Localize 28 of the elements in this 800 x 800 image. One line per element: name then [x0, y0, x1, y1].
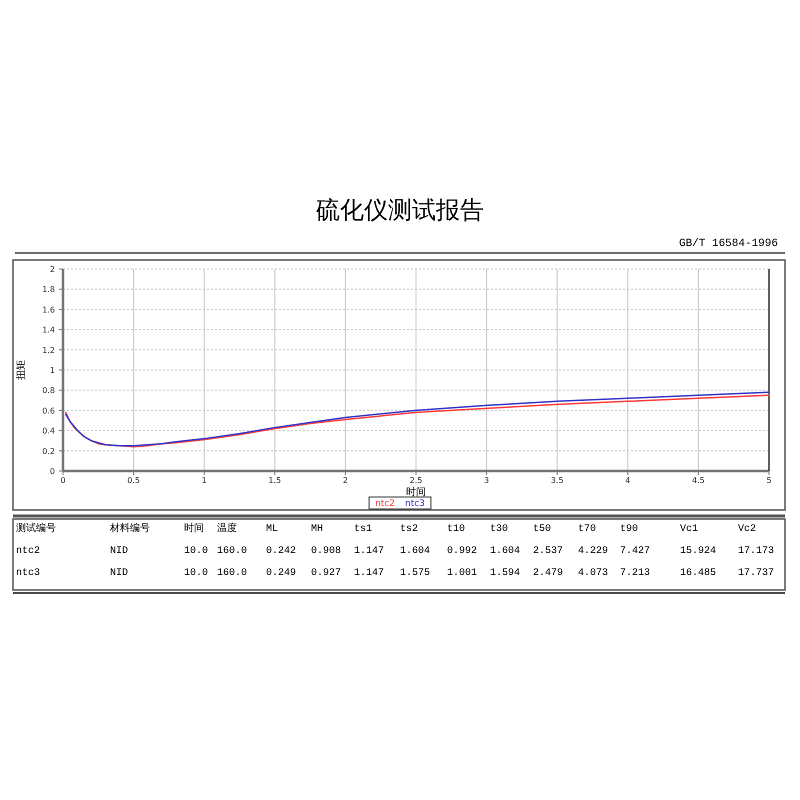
y-tick-label: 1.8	[42, 285, 55, 294]
y-tick-label: 1.2	[42, 346, 55, 355]
subtitle: GB/T 16584-1996	[678, 238, 778, 250]
y-tick-label: 1.4	[42, 326, 55, 335]
x-tick-label: 0	[60, 476, 66, 485]
y-tick-label: 0.2	[42, 446, 55, 456]
y-tick-label: 0.8	[42, 386, 55, 396]
y-tick-label: 0.4	[42, 426, 55, 436]
table: 测试编号 材料编号 时间 温度 ML MH ts1 ts2 t10 t30 t50 t70 t90 Vc1 Vc2 ntc2 NID 10.0 160.0 0.242 0.908 1.147 1.604 0.992 1.604 2.537 4.229 7.427 15.924 17.173 ntc3 NID 10.0 160.0 0.249 0.927 1.147 1.575 1.001 1.594 2.479 4.073 7.213 16.485 17.737	[16, 524, 774, 579]
x-tick-label: 2	[342, 476, 348, 485]
x-tick-label: 4	[625, 476, 630, 485]
y-tick-label: 1	[50, 366, 55, 375]
x-tick-label: 3.5	[550, 476, 564, 485]
title: 硫化仪测试报告	[316, 196, 484, 224]
x-tick-label: 2.5	[410, 476, 422, 485]
ylabel: 扭矩	[16, 360, 27, 380]
y-tick-label: 1.6	[42, 305, 55, 314]
legend: ntc2 ntc3	[368, 496, 432, 510]
x-tick-label: 4.5	[692, 476, 705, 485]
y-tick-label: 0.6	[42, 406, 55, 416]
x-tick-label: 1.5	[268, 476, 282, 485]
x-tick-label: 1	[202, 476, 207, 485]
x-tick-label: 3	[484, 476, 490, 485]
x-tick-label: 5	[766, 476, 772, 485]
xlabel: 时间	[406, 487, 426, 498]
y-tick-label: 0	[50, 467, 55, 476]
x-tick-label: 0.5	[127, 476, 140, 485]
y-tick-label: 2	[50, 265, 55, 274]
